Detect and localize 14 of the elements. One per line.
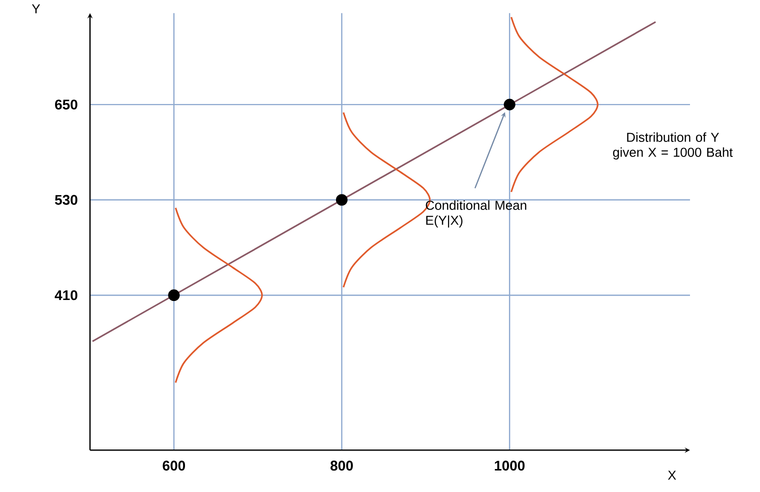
y-tick-label: 650 [55, 100, 78, 110]
x-tick-label: 1000 [494, 460, 525, 471]
y-tick-label: 410 [54, 290, 78, 300]
annotation: Distribution of Y given X = 1000 Baht [613, 132, 733, 160]
y-axis-title: Y [32, 4, 40, 14]
x-tick-label: 800 [330, 460, 353, 471]
line-series [510, 16, 598, 193]
x-axis-title: X [668, 470, 676, 480]
point [336, 194, 348, 206]
x-tick-label: 600 [162, 460, 186, 471]
y-tick-label: 530 [54, 194, 78, 205]
point [168, 289, 180, 301]
line-series [174, 206, 263, 384]
point [504, 98, 516, 110]
